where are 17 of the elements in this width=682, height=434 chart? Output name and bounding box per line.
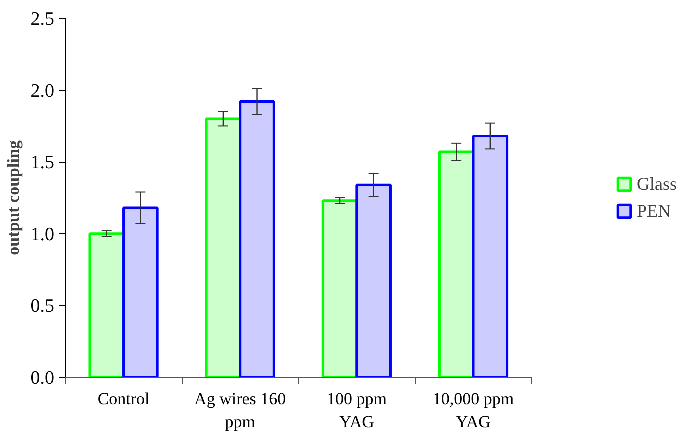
y-tick-label: 1.5: [30, 152, 54, 174]
bar: [472, 135, 509, 378]
legend-label: PEN: [637, 200, 672, 222]
y-tick-label: 2.5: [30, 9, 54, 30]
y-tick-label: 0.0: [30, 368, 54, 389]
bar: [356, 184, 392, 378]
y-axis-title: output coupling: [4, 140, 23, 256]
bar: [122, 206, 159, 378]
y-tick-label: 0.5: [30, 296, 54, 318]
x-tick-label: 10,000 ppm YAG: [432, 390, 514, 432]
y-tick-label: 1.0: [30, 224, 54, 246]
x-tick-label: Ag wires 160 ppm: [194, 390, 286, 432]
x-tick-label: Control: [98, 390, 150, 408]
x-tick-label: 100 ppm YAG: [326, 390, 387, 432]
bar: [239, 100, 276, 378]
y-tick-label: 2.0: [30, 80, 54, 102]
legend-label: Glass: [637, 174, 677, 194]
